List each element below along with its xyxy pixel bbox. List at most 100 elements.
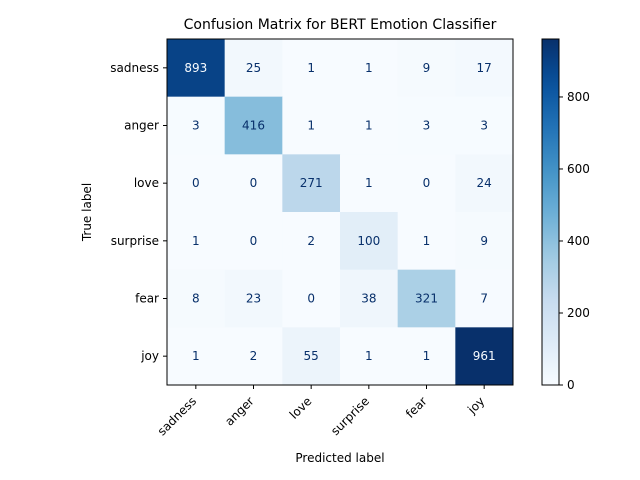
cell-value-label: 2 — [307, 234, 315, 248]
colorbar-tick-label: 200 — [567, 306, 590, 320]
y-tick-label: fear — [135, 292, 159, 306]
y-axis-ticks: sadness anger love surprise fear joy — [110, 61, 167, 363]
heatmap-cell — [397, 327, 456, 386]
heatmap-cell — [282, 269, 341, 328]
heatmap-cell — [167, 212, 226, 271]
heatmap-cell — [167, 96, 226, 155]
heatmap-cell — [224, 154, 283, 213]
cell-value-label: 1 — [365, 349, 373, 363]
y-tick-label: anger — [124, 119, 159, 133]
x-axis-label: Predicted label — [295, 451, 384, 465]
heatmap-cell — [340, 96, 399, 155]
cell-value-label: 23 — [246, 292, 261, 306]
heatmap-cell — [340, 212, 399, 271]
plot-frame — [166, 38, 514, 386]
heatmap-cell — [282, 212, 341, 271]
cell-value-label: 271 — [300, 176, 323, 190]
cell-value-label: 1 — [307, 61, 315, 75]
heatmap-cell — [224, 327, 283, 386]
heatmap-cell — [224, 212, 283, 271]
heatmap-cell — [167, 269, 226, 328]
cell-value-label: 0 — [192, 176, 200, 190]
cell-value-label: 25 — [246, 61, 261, 75]
cell-value-label: 961 — [473, 349, 496, 363]
cell-value-label: 1 — [192, 234, 200, 248]
cell-value-label: 0 — [250, 234, 258, 248]
heatmap-cell — [397, 154, 456, 213]
heatmap-cell — [282, 327, 341, 386]
cell-value-label: 0 — [250, 176, 258, 190]
heatmap-cell — [397, 212, 456, 271]
x-tick-label: anger — [222, 394, 257, 429]
cell-value-label: 1 — [307, 119, 315, 133]
heatmap-cell — [455, 269, 514, 328]
heatmap-cell — [455, 96, 514, 155]
cell-value-label: 0 — [423, 176, 431, 190]
heatmap-cell — [340, 39, 399, 98]
y-tick-label: love — [134, 176, 159, 190]
heatmap-cell — [167, 327, 226, 386]
colorbar-tick-label: 600 — [567, 162, 590, 176]
cell-value-label: 55 — [304, 349, 319, 363]
heatmap-cell — [282, 96, 341, 155]
heatmap-cell — [397, 96, 456, 155]
heatmap-cell — [224, 96, 283, 155]
cell-value-label: 2 — [250, 349, 258, 363]
heatmap-cell — [455, 39, 514, 98]
colorbar-ticks: 0 200 400 600 800 — [559, 90, 590, 392]
y-tick-label: joy — [140, 349, 159, 363]
heatmap-cell — [397, 39, 456, 98]
x-tick-label: sadness — [155, 394, 199, 438]
heatmap-cell — [340, 154, 399, 213]
cell-value-label: 3 — [423, 119, 431, 133]
cell-value-label: 416 — [242, 119, 265, 133]
x-tick-label: love — [287, 394, 315, 422]
x-tick-label: joy — [464, 394, 487, 417]
cell-value-label: 3 — [480, 119, 488, 133]
cell-value-label: 9 — [423, 61, 431, 75]
cell-value-label: 3 — [192, 119, 200, 133]
heatmap-cells — [167, 39, 514, 386]
colorbar-tick-label: 400 — [567, 234, 590, 248]
cell-value-label: 0 — [307, 292, 315, 306]
heatmap-cell — [282, 39, 341, 98]
colorbar — [541, 38, 560, 386]
x-axis-ticks: sadness anger love surprise fear joy — [155, 385, 487, 438]
heatmap-cell — [455, 212, 514, 271]
x-tick-label: fear — [403, 394, 430, 421]
heatmap-cell — [340, 327, 399, 386]
cell-value-label: 24 — [477, 176, 492, 190]
cell-value-label: 100 — [357, 234, 380, 248]
colorbar-tick-label: 0 — [567, 378, 575, 392]
cell-value-label: 1 — [192, 349, 200, 363]
heatmap-cell — [455, 327, 514, 386]
cell-value-label: 1 — [423, 349, 431, 363]
cell-value-label: 1 — [365, 61, 373, 75]
heatmap-cell — [224, 269, 283, 328]
cell-value-label: 1 — [365, 176, 373, 190]
heatmap-cell — [455, 154, 514, 213]
colorbar-tick-label: 800 — [567, 90, 590, 104]
cell-value-label: 7 — [480, 292, 488, 306]
y-axis-label: True label — [80, 183, 94, 242]
heatmap-cell — [167, 154, 226, 213]
cell-value-label: 38 — [361, 292, 376, 306]
cell-value-labels: 893 25 1 1 9 173 416 1 1 3 30 0 271 1 0 241 0 2 100 1 98 23 0 3… — [184, 61, 495, 363]
heatmap-cell — [224, 39, 283, 98]
x-tick-label: surprise — [328, 394, 372, 438]
heatmap-cell — [282, 154, 341, 213]
cell-value-label: 1 — [365, 119, 373, 133]
y-tick-label: surprise — [111, 234, 159, 248]
heatmap-cell — [397, 269, 456, 328]
cell-value-label: 8 — [192, 292, 200, 306]
cell-value-label: 9 — [480, 234, 488, 248]
heatmap-cell — [167, 39, 226, 98]
chart-title: Confusion Matrix for BERT Emotion Classi… — [184, 17, 497, 33]
cell-value-label: 321 — [415, 292, 438, 306]
cell-value-label: 1 — [423, 234, 431, 248]
cell-value-label: 17 — [477, 61, 492, 75]
y-tick-label: sadness — [110, 61, 159, 75]
cell-value-label: 893 — [184, 61, 207, 75]
heatmap-cell — [340, 269, 399, 328]
